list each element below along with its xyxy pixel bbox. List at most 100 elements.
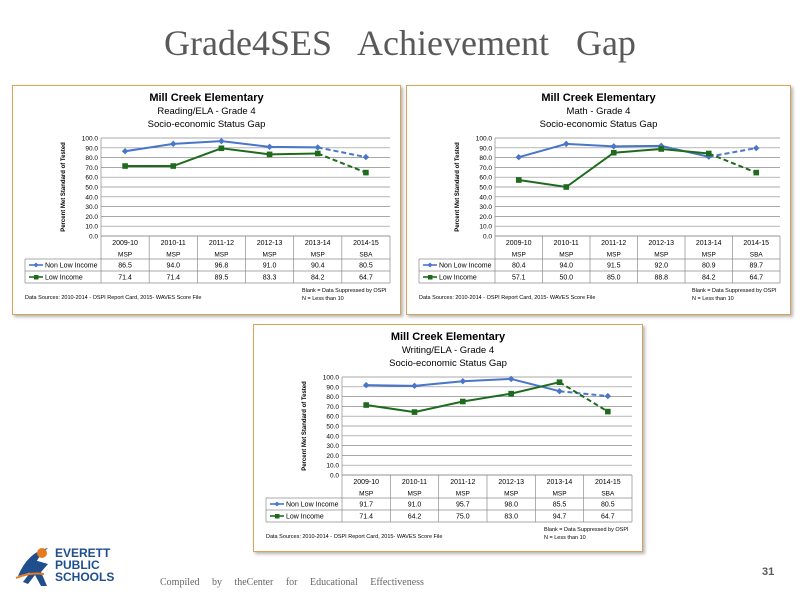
legend-marker — [275, 514, 280, 519]
y-tick-label: 70.0 — [479, 165, 492, 172]
data-value-label: 96.8 — [215, 263, 229, 270]
data-value-label: 50.0 — [559, 275, 573, 282]
x-test-label: MSP — [118, 252, 132, 259]
chart-subtitle2: Socio-economic Status Gap — [148, 119, 266, 130]
data-point — [363, 169, 369, 176]
data-value-label: 92.0 — [654, 263, 668, 270]
x-test-label: SBA — [359, 252, 373, 259]
legend-label: Low Income — [439, 275, 477, 282]
data-point — [122, 163, 128, 169]
data-value-label: 80.5 — [601, 502, 615, 509]
x-category-label: 2013-14 — [547, 479, 573, 486]
data-point — [266, 151, 273, 158]
x-test-label: MSP — [552, 491, 566, 498]
math-chart: Mill Creek Elementary Math - Grade 4 Socio… — [418, 92, 781, 302]
y-axis-label: Percent Met Standard of Tested — [61, 142, 67, 232]
data-point — [515, 177, 522, 183]
data-value-label: 89.7 — [749, 263, 763, 270]
series-line-dashed — [317, 146, 367, 159]
series-line-dashed — [708, 152, 757, 174]
x-category-label: 2010-11 — [554, 240, 579, 247]
data-value-label: 89.5 — [215, 275, 229, 282]
x-test-label: MSP — [512, 252, 526, 259]
y-tick-label: 0.0 — [89, 234, 98, 241]
data-point — [753, 169, 760, 176]
data-point — [218, 145, 225, 152]
y-tick-label: 100.0 — [82, 136, 99, 143]
chart-title: Mill Creek Elementary — [149, 92, 264, 104]
data-value-label: 91.0 — [408, 502, 422, 509]
x-category-label: 2010-11 — [402, 479, 427, 486]
x-category-label: 2009-10 — [353, 479, 379, 486]
chart-subtitle2: Socio-economic Status Gap — [540, 119, 658, 130]
y-tick-label: 50.0 — [479, 185, 492, 192]
x-test-label: MSP — [702, 252, 716, 259]
data-value-label: 71.4 — [118, 275, 132, 282]
data-point — [556, 388, 563, 395]
y-tick-label: 10.0 — [326, 463, 339, 470]
logo-line: EVERETT — [55, 546, 111, 560]
data-point — [314, 150, 321, 157]
source-note: Data Sources: 2010-2014 - OSPI Report Ca… — [266, 534, 442, 540]
y-tick-label: 70.0 — [85, 165, 98, 172]
data-value-label: 95.7 — [456, 502, 470, 509]
y-tick-label: 20.0 — [479, 214, 492, 221]
series-line-dashed — [558, 381, 609, 413]
data-value-label: 85.0 — [607, 275, 621, 282]
chart-subtitle2: Socio-economic Status Gap — [389, 358, 507, 369]
reading-chart: Mill Creek Elementary Reading/ELA - Grade… — [24, 92, 391, 302]
footer-compiled-text: Compiled by theCenter for Educational Ef… — [160, 577, 424, 588]
data-point — [563, 184, 570, 190]
chart-title: Mill Creek Elementary — [541, 92, 656, 104]
data-point — [121, 148, 129, 155]
legend-marker — [33, 262, 39, 268]
data-point — [605, 408, 611, 415]
y-tick-label: 10.0 — [479, 224, 492, 231]
x-test-label: MSP — [607, 252, 621, 259]
x-category-label: 2014-15 — [353, 240, 379, 247]
chart-subtitle: Reading/ELA - Grade 4 — [157, 106, 255, 117]
data-point — [753, 144, 760, 152]
x-category-label: 2011-12 — [209, 240, 234, 247]
chart-title: Mill Creek Elementary — [391, 331, 506, 343]
data-point — [610, 143, 617, 150]
data-value-label: 80.9 — [702, 263, 716, 270]
data-point — [363, 402, 369, 408]
data-value-label: 64.2 — [408, 514, 422, 521]
data-value-label: 94.7 — [553, 514, 567, 521]
legend-label: Non Low Income — [286, 502, 339, 509]
y-axis-label: Percent Met Standard of Tested — [455, 142, 461, 232]
data-point — [604, 392, 612, 400]
x-test-label: MSP — [311, 252, 325, 259]
x-category-label: 2012-13 — [257, 240, 283, 247]
suppression-note: Blank = Data Suppressed by OSPI — [544, 527, 629, 533]
data-point — [460, 398, 466, 405]
data-point — [170, 140, 177, 148]
x-category-label: 2010-11 — [161, 240, 186, 247]
legend-label: Non Low Income — [439, 263, 492, 270]
x-test-label: SBA — [750, 252, 764, 259]
x-category-label: 2014-15 — [595, 479, 621, 486]
y-tick-label: 40.0 — [479, 194, 492, 201]
data-value-label: 64.7 — [601, 514, 615, 521]
legend-label: Low Income — [45, 275, 83, 282]
y-tick-label: 0.0 — [483, 234, 492, 241]
data-point — [705, 150, 712, 157]
y-tick-label: 40.0 — [326, 433, 339, 440]
x-category-label: 2011-12 — [450, 479, 475, 486]
y-tick-label: 20.0 — [326, 453, 339, 460]
y-tick-label: 60.0 — [326, 414, 339, 421]
data-point — [362, 381, 370, 389]
x-category-label: 2013-14 — [305, 240, 331, 247]
y-tick-label: 80.0 — [85, 155, 98, 162]
legend-marker — [34, 275, 39, 280]
slide-title: Grade4SES Achievement Gap — [164, 23, 636, 63]
data-point — [610, 149, 617, 156]
data-value-label: 75.0 — [456, 514, 470, 521]
page-number: 31 — [762, 566, 775, 578]
x-test-label: MSP — [456, 491, 470, 498]
legend-label: Non Low Income — [45, 263, 98, 270]
n-note: N = Less than 10 — [544, 535, 586, 541]
data-value-label: 64.7 — [359, 275, 373, 282]
source-note: Data Sources: 2010-2014 - OSPI Report Ca… — [25, 295, 201, 301]
